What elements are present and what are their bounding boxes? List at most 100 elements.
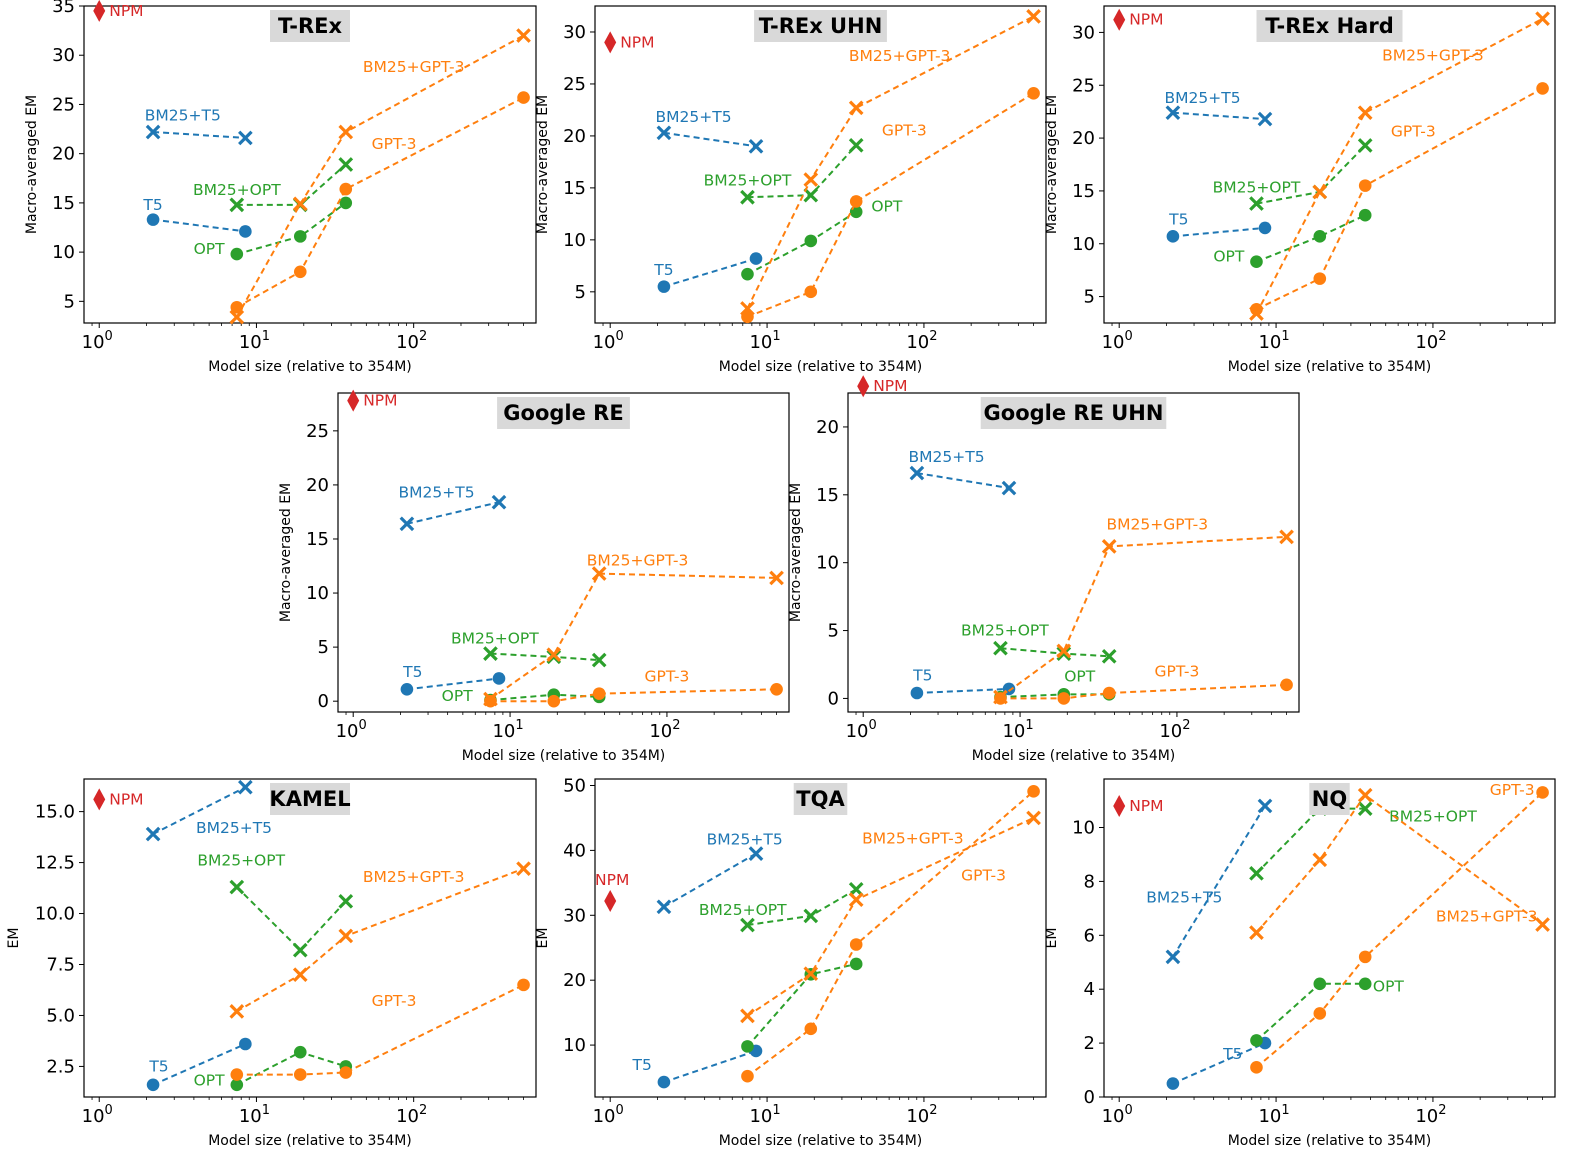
y-tick-label: 20: [52, 144, 75, 165]
x-axis-label: Model size (relative to 354M): [1228, 359, 1432, 375]
npm-marker: [93, 788, 106, 811]
series-bm25-opt: BM25+OPT: [699, 881, 864, 933]
x-tick-exponent: 0: [1125, 1103, 1133, 1118]
series-label: BM25+OPT: [193, 181, 281, 199]
series-line: [1255, 982, 1366, 1042]
series-bm25-t5: BM25+T5: [656, 108, 764, 154]
npm-marker: [604, 890, 617, 913]
series-label: OPT: [1373, 978, 1405, 996]
data-point-x: [1279, 529, 1294, 545]
data-point-x: [740, 301, 755, 316]
data-point-x: [1312, 852, 1328, 868]
data-point-x: [1001, 480, 1017, 496]
x-tick-base: 10: [82, 332, 105, 353]
data-point-x: [1312, 184, 1328, 200]
y-tick-label: 4: [1084, 979, 1095, 1000]
chart-title: TQA: [796, 787, 845, 811]
y-tick-label: 30: [563, 22, 586, 43]
x-tick-label: 102: [1159, 718, 1190, 742]
x-tick-exponent: 2: [929, 1103, 937, 1118]
y-tick-label: 10: [1072, 818, 1095, 839]
series-line: [236, 867, 524, 1013]
x-tick-label: 102: [1415, 1103, 1446, 1127]
series-line: [747, 92, 1035, 318]
data-point-x: [338, 157, 354, 172]
x-axis-label: Model size (relative to 354M): [1228, 1133, 1432, 1149]
data-point: [339, 182, 353, 196]
series-bm25-t5: BM25+T5: [1146, 798, 1273, 965]
series-label: BM25+GPT-3: [1107, 516, 1209, 534]
npm-marker: [857, 375, 870, 398]
data-point-x: [338, 928, 354, 944]
y-tick-label: 10: [1072, 234, 1095, 255]
y-tick-label: 10: [563, 1035, 586, 1056]
series-bm25-opt: BM25+OPT: [1213, 138, 1373, 211]
series-bm25-t5: BM25+T5: [909, 448, 1017, 496]
y-tick-label: 15: [1072, 181, 1095, 202]
data-point: [741, 1040, 754, 1053]
series-line: [1000, 683, 1287, 700]
x-tick-base: 10: [396, 332, 419, 353]
data-point: [1280, 678, 1293, 692]
x-tick-base: 10: [1415, 332, 1438, 353]
data-point: [239, 1037, 252, 1051]
y-tick-label: 30: [563, 905, 586, 926]
y-tick-label: 10: [306, 583, 329, 604]
data-point: [1250, 1061, 1263, 1074]
series-label: GPT-3: [372, 992, 417, 1010]
npm-marker: [604, 31, 617, 54]
x-tick-label: 101: [239, 329, 270, 353]
x-tick-base: 10: [1415, 1106, 1438, 1127]
x-tick-label: 101: [1258, 1103, 1289, 1127]
npm-marker: [347, 389, 360, 412]
data-point-x: [229, 309, 245, 325]
series-label: BM25+T5: [1165, 89, 1241, 107]
series-line: [236, 96, 525, 309]
data-point-x: [1165, 105, 1181, 121]
series-t5: T5: [632, 1044, 763, 1089]
y-tick-label: 5: [64, 291, 75, 312]
x-tick-exponent: 0: [616, 1103, 624, 1118]
series-gpt-3: GPT-3: [741, 87, 1040, 324]
x-axis-label: Model size (relative to 354M): [719, 359, 923, 375]
series-line: [746, 816, 1035, 1017]
x-tick-exponent: 1: [772, 1103, 780, 1118]
data-point: [657, 280, 671, 293]
series-label: T5: [1222, 1045, 1242, 1063]
series-gpt-3: GPT-3: [230, 91, 530, 314]
npm-label: NPM: [595, 871, 629, 889]
series-bm25-opt: BM25+OPT: [961, 622, 1117, 664]
series-label: T5: [148, 1057, 168, 1075]
y-tick-label: 0: [828, 688, 839, 709]
x-axis-label: Model size (relative to 354M): [972, 748, 1176, 764]
data-point-x: [1056, 643, 1072, 659]
x-axis-label: Model size (relative to 354M): [208, 359, 412, 375]
series-bm25-t5: BM25+T5: [145, 779, 272, 842]
x-tick-exponent: 0: [105, 329, 113, 344]
data-point: [146, 1078, 160, 1092]
series-t5: T5: [400, 663, 506, 696]
data-point-x: [848, 892, 864, 908]
series-gpt-3: GPT-3: [230, 978, 530, 1081]
y-tick-label: 15: [306, 529, 329, 550]
chart-title-box: [1309, 783, 1350, 815]
y-tick-label: 25: [563, 74, 586, 95]
x-tick-base: 10: [593, 332, 616, 353]
series-line: [236, 984, 525, 1076]
y-axis-label: EM: [6, 928, 22, 949]
y-axis-label: EM: [1044, 928, 1060, 949]
x-tick-label: 101: [1002, 718, 1033, 742]
data-point: [1536, 786, 1549, 799]
npm-label: NPM: [363, 392, 397, 410]
x-tick-base: 10: [336, 721, 359, 742]
series-opt: OPT: [1213, 208, 1372, 269]
x-tick-base: 10: [846, 721, 869, 742]
data-point: [804, 285, 818, 299]
chart-title-box: [754, 10, 887, 42]
series-line: [1256, 214, 1366, 263]
data-point-x: [491, 494, 507, 510]
series-line: [747, 210, 857, 276]
data-point-x: [1101, 539, 1117, 554]
series-line: [916, 472, 1010, 489]
